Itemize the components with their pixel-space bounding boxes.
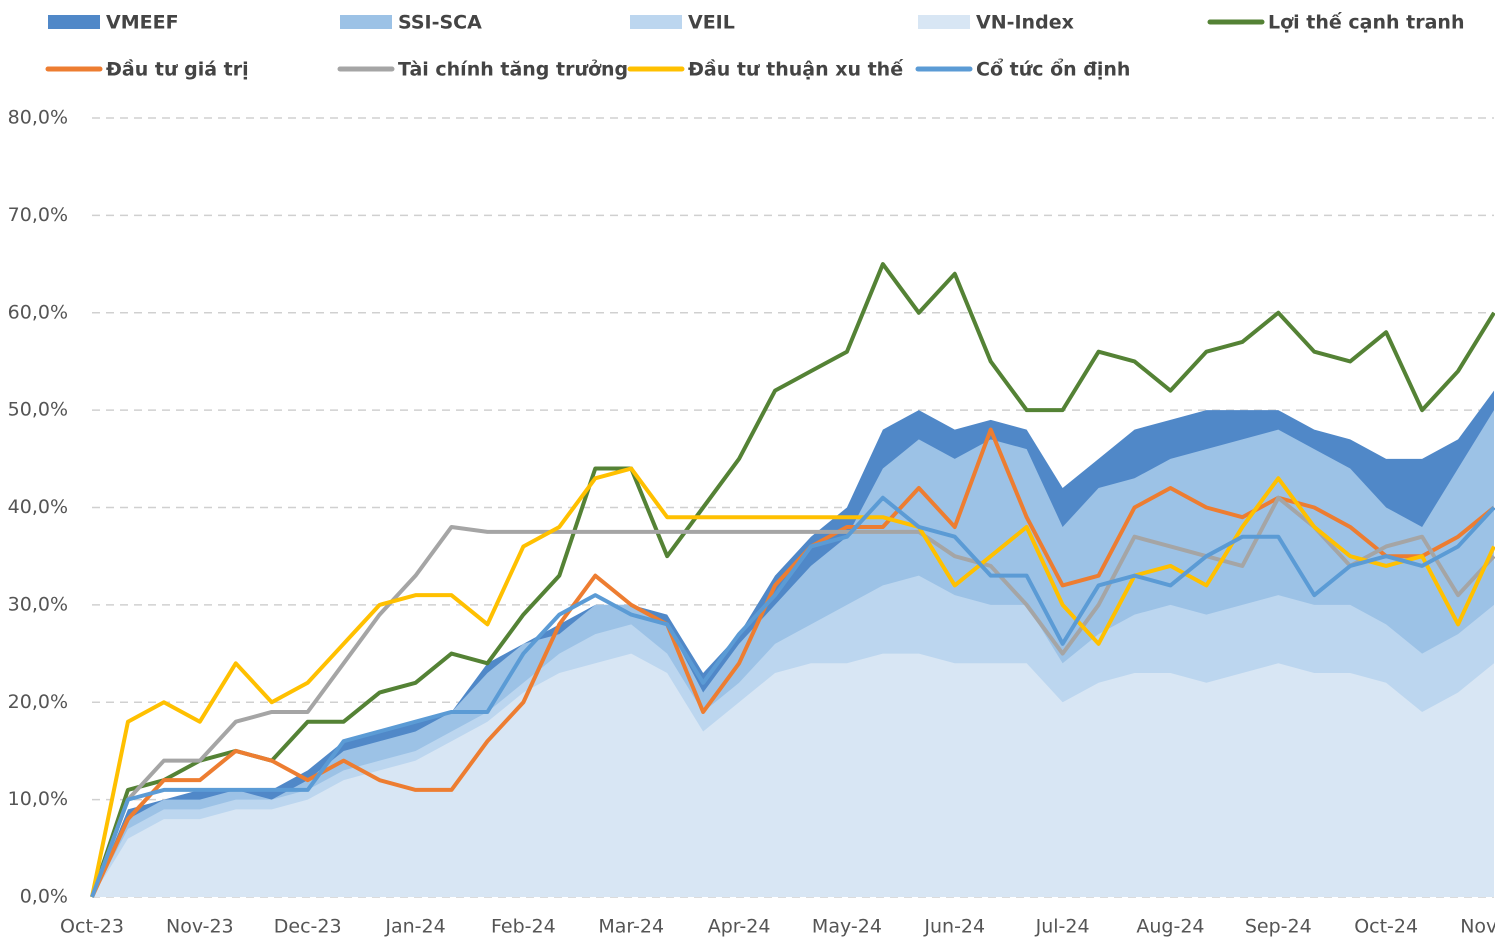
- y-tick-label: 80,0%: [8, 107, 68, 129]
- x-tick-label: Jul-24: [1035, 916, 1090, 938]
- y-tick-label: 30,0%: [8, 593, 68, 615]
- area: [92, 653, 1494, 897]
- line: [90, 427, 1495, 898]
- y-tick-label: 20,0%: [8, 691, 68, 713]
- line: [90, 262, 1495, 898]
- legend-label: VEIL: [688, 12, 735, 34]
- legend-label: Đầu tư giá trị: [106, 58, 249, 81]
- legend-swatch: [340, 15, 392, 29]
- y-tick-label: 0,0%: [20, 886, 68, 908]
- x-tick-label: Feb-24: [491, 916, 556, 938]
- x-tick-label: Dec-23: [274, 916, 342, 938]
- legend-swatch: [918, 15, 970, 29]
- legend-label: Đầu tư thuận xu thế: [688, 58, 904, 81]
- y-tick-label: 70,0%: [8, 204, 68, 226]
- legend-label: Lợi thế cạnh tranh: [1268, 11, 1464, 34]
- legend-swatch: [630, 15, 682, 29]
- y-tick-label: 60,0%: [8, 301, 68, 323]
- legend-label: VN-Index: [976, 12, 1074, 34]
- x-tick-label: Jun-24: [923, 916, 985, 938]
- legend-label: SSI-SCA: [398, 12, 482, 34]
- line: [90, 466, 1495, 898]
- y-tick-label: 40,0%: [8, 496, 68, 518]
- x-tick-label: May-24: [812, 916, 882, 938]
- x-tick-label: Oct-24: [1354, 916, 1418, 938]
- legend-label: Tài chính tăng trưởng: [398, 59, 628, 81]
- x-tick-label: Nov-23: [166, 916, 234, 938]
- x-tick-label: Jan-24: [384, 916, 445, 938]
- y-tick-label: 50,0%: [8, 399, 68, 421]
- line: [90, 495, 1495, 898]
- x-tick-label: Nov-24: [1460, 916, 1495, 938]
- x-tick-label: Aug-24: [1136, 916, 1204, 938]
- x-tick-label: Apr-24: [708, 916, 771, 938]
- x-tick-label: Mar-24: [598, 916, 664, 938]
- y-tick-label: 10,0%: [8, 788, 68, 810]
- x-tick-label: Sep-24: [1245, 916, 1312, 938]
- legend-swatch: [48, 15, 100, 29]
- line: [90, 495, 1495, 898]
- legend-label: Cổ tức ổn định: [976, 58, 1130, 81]
- x-tick-label: Oct-23: [60, 916, 124, 938]
- legend-label: VMEEF: [106, 12, 179, 34]
